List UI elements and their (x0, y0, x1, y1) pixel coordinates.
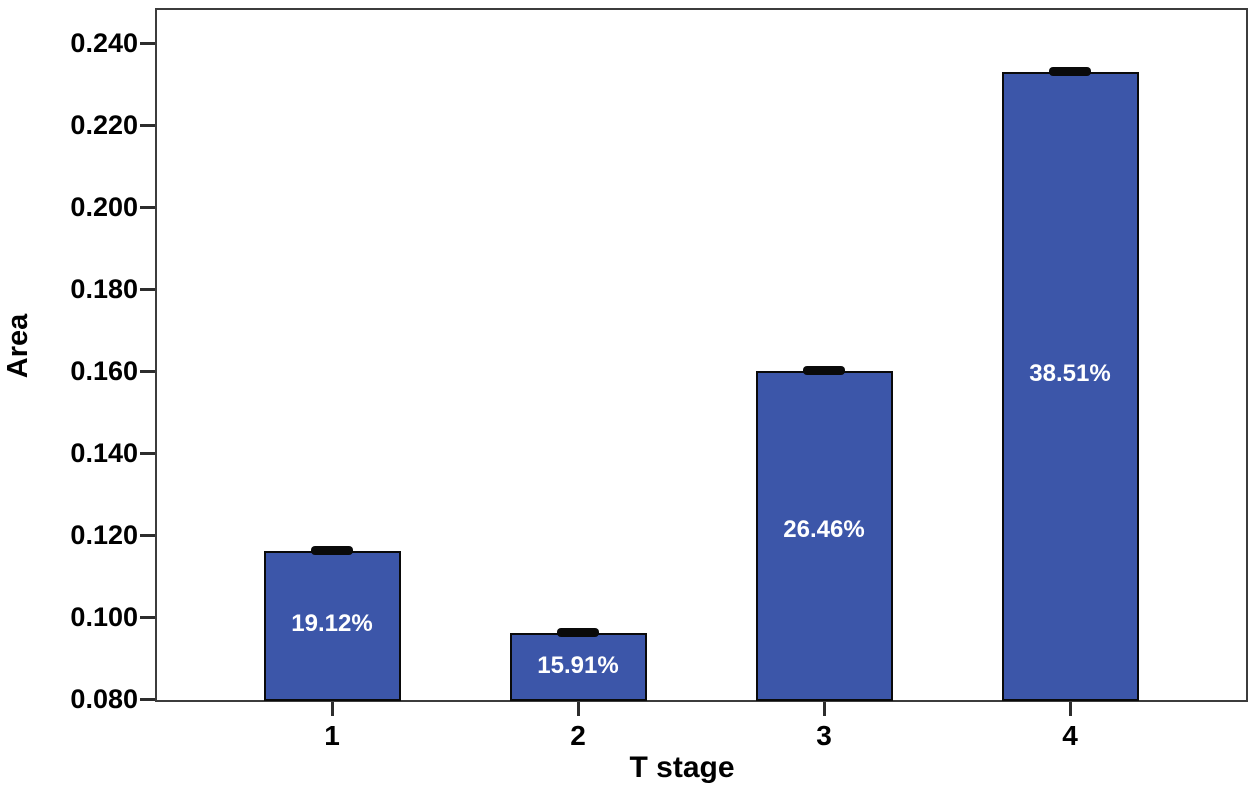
y-tick-mark (140, 369, 155, 373)
x-tick-label: 1 (324, 720, 340, 751)
y-tick-mark (140, 451, 155, 455)
y-tick-mark (140, 123, 155, 127)
x-axis-title: T stage (629, 751, 735, 784)
y-tick-mark (140, 533, 155, 537)
bar (263, 551, 401, 701)
y-tick-mark (140, 697, 155, 701)
bar-value-label: 38.51% (1029, 360, 1111, 388)
y-tick-mark (140, 615, 155, 619)
y-tick-label: 0.220 (70, 110, 138, 140)
bar-value-label: 15.91% (537, 652, 619, 680)
error-bar-cap (1049, 66, 1091, 76)
x-tick-label: 3 (816, 720, 832, 751)
y-tick-label: 0.180 (70, 274, 138, 304)
bar (509, 633, 647, 701)
y-tick-mark (140, 205, 155, 209)
bar-value-label: 26.46% (783, 515, 865, 543)
y-axis-title: Area (2, 313, 34, 379)
x-tick-label: 4 (1062, 720, 1078, 751)
x-tick-mark (330, 702, 334, 716)
y-tick-label: 0.160 (70, 356, 138, 386)
error-bar-cap (311, 546, 353, 556)
y-tick-label: 0.200 (70, 192, 138, 222)
y-tick-label: 0.100 (70, 602, 138, 632)
x-tick-mark (1068, 702, 1072, 716)
y-tick-label: 0.080 (70, 684, 138, 714)
error-bar-cap (557, 628, 599, 638)
x-tick-label: 2 (570, 720, 586, 751)
y-tick-label: 0.140 (70, 438, 138, 468)
y-tick-mark (140, 41, 155, 45)
y-tick-label: 0.240 (70, 28, 138, 58)
x-tick-mark (822, 702, 826, 716)
bar-value-label: 19.12% (291, 609, 373, 637)
y-tick-mark (140, 287, 155, 291)
error-bar-cap (803, 366, 845, 375)
y-tick-label: 0.120 (70, 520, 138, 550)
x-tick-mark (576, 702, 580, 716)
